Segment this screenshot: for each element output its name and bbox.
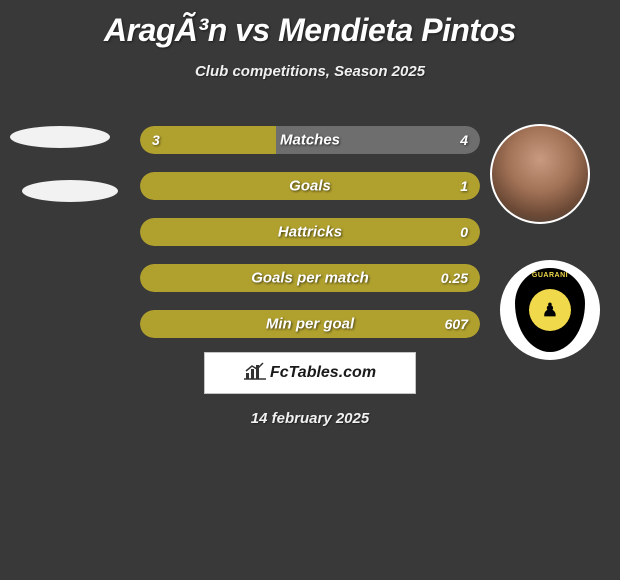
player-left-photo-2 <box>22 180 118 202</box>
player-left-photo-1 <box>10 126 110 148</box>
stat-row: Min per goal607 <box>140 310 480 338</box>
stat-label: Goals per match <box>140 270 480 287</box>
stat-row: Matches3 4 <box>140 126 480 154</box>
club-right-crest: GUARANI ♟ <box>500 260 600 360</box>
stat-label: Hattricks <box>140 224 480 241</box>
subtitle: Club competitions, Season 2025 <box>0 63 620 80</box>
date-line: 14 february 2025 <box>0 410 620 427</box>
crest-text: GUARANI <box>515 272 585 279</box>
branding-box[interactable]: FcTables.com <box>204 352 416 394</box>
stat-row: Goals1 <box>140 172 480 200</box>
stat-label: Min per goal <box>140 316 480 333</box>
stat-value-left: 3 <box>152 132 160 148</box>
stat-label: Goals <box>140 178 480 195</box>
stat-label: Matches <box>140 132 480 149</box>
stat-row: Hattricks0 <box>140 218 480 246</box>
branding-text: FcTables.com <box>270 364 376 382</box>
stat-value-right: 4 <box>460 132 468 148</box>
stat-value-right: 0.25 <box>441 270 468 286</box>
player-right-photo <box>490 124 590 224</box>
stat-value-right: 607 <box>445 316 468 332</box>
stat-value-right: 1 <box>460 178 468 194</box>
stat-value-right: 0 <box>460 224 468 240</box>
stats-container: Matches3 4 Goals1 Hattricks0 Goals per match… <box>140 126 480 356</box>
stat-row: Goals per match0.25 <box>140 264 480 292</box>
page-title: AragÃ³n vs Mendieta Pintos <box>0 0 620 49</box>
crest-inner-icon: ♟ <box>529 289 571 331</box>
crest-shield: GUARANI ♟ <box>515 268 585 352</box>
chart-icon <box>244 361 266 386</box>
